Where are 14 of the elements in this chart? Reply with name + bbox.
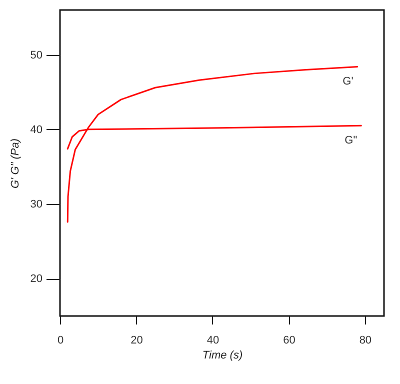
y-tick-label: 30 — [30, 198, 42, 211]
x-tick-label: 80 — [359, 334, 372, 346]
y-tick-label: 40 — [30, 124, 42, 136]
series-label: G" — [344, 134, 358, 147]
series-label: G' — [342, 76, 354, 88]
x-tick-label: 60 — [283, 334, 296, 346]
line-series — [66, 66, 358, 223]
x-tick-label: 40 — [206, 334, 220, 346]
x-tick-label: 20 — [130, 334, 143, 346]
y-tick-label: 50 — [30, 49, 42, 62]
x-axis-title: Time (s) — [202, 350, 243, 362]
y-axis-title: G' G" (Pa) — [9, 138, 22, 189]
y-tick-label: 20 — [30, 273, 42, 286]
x-tick-label: 0 — [57, 334, 64, 346]
